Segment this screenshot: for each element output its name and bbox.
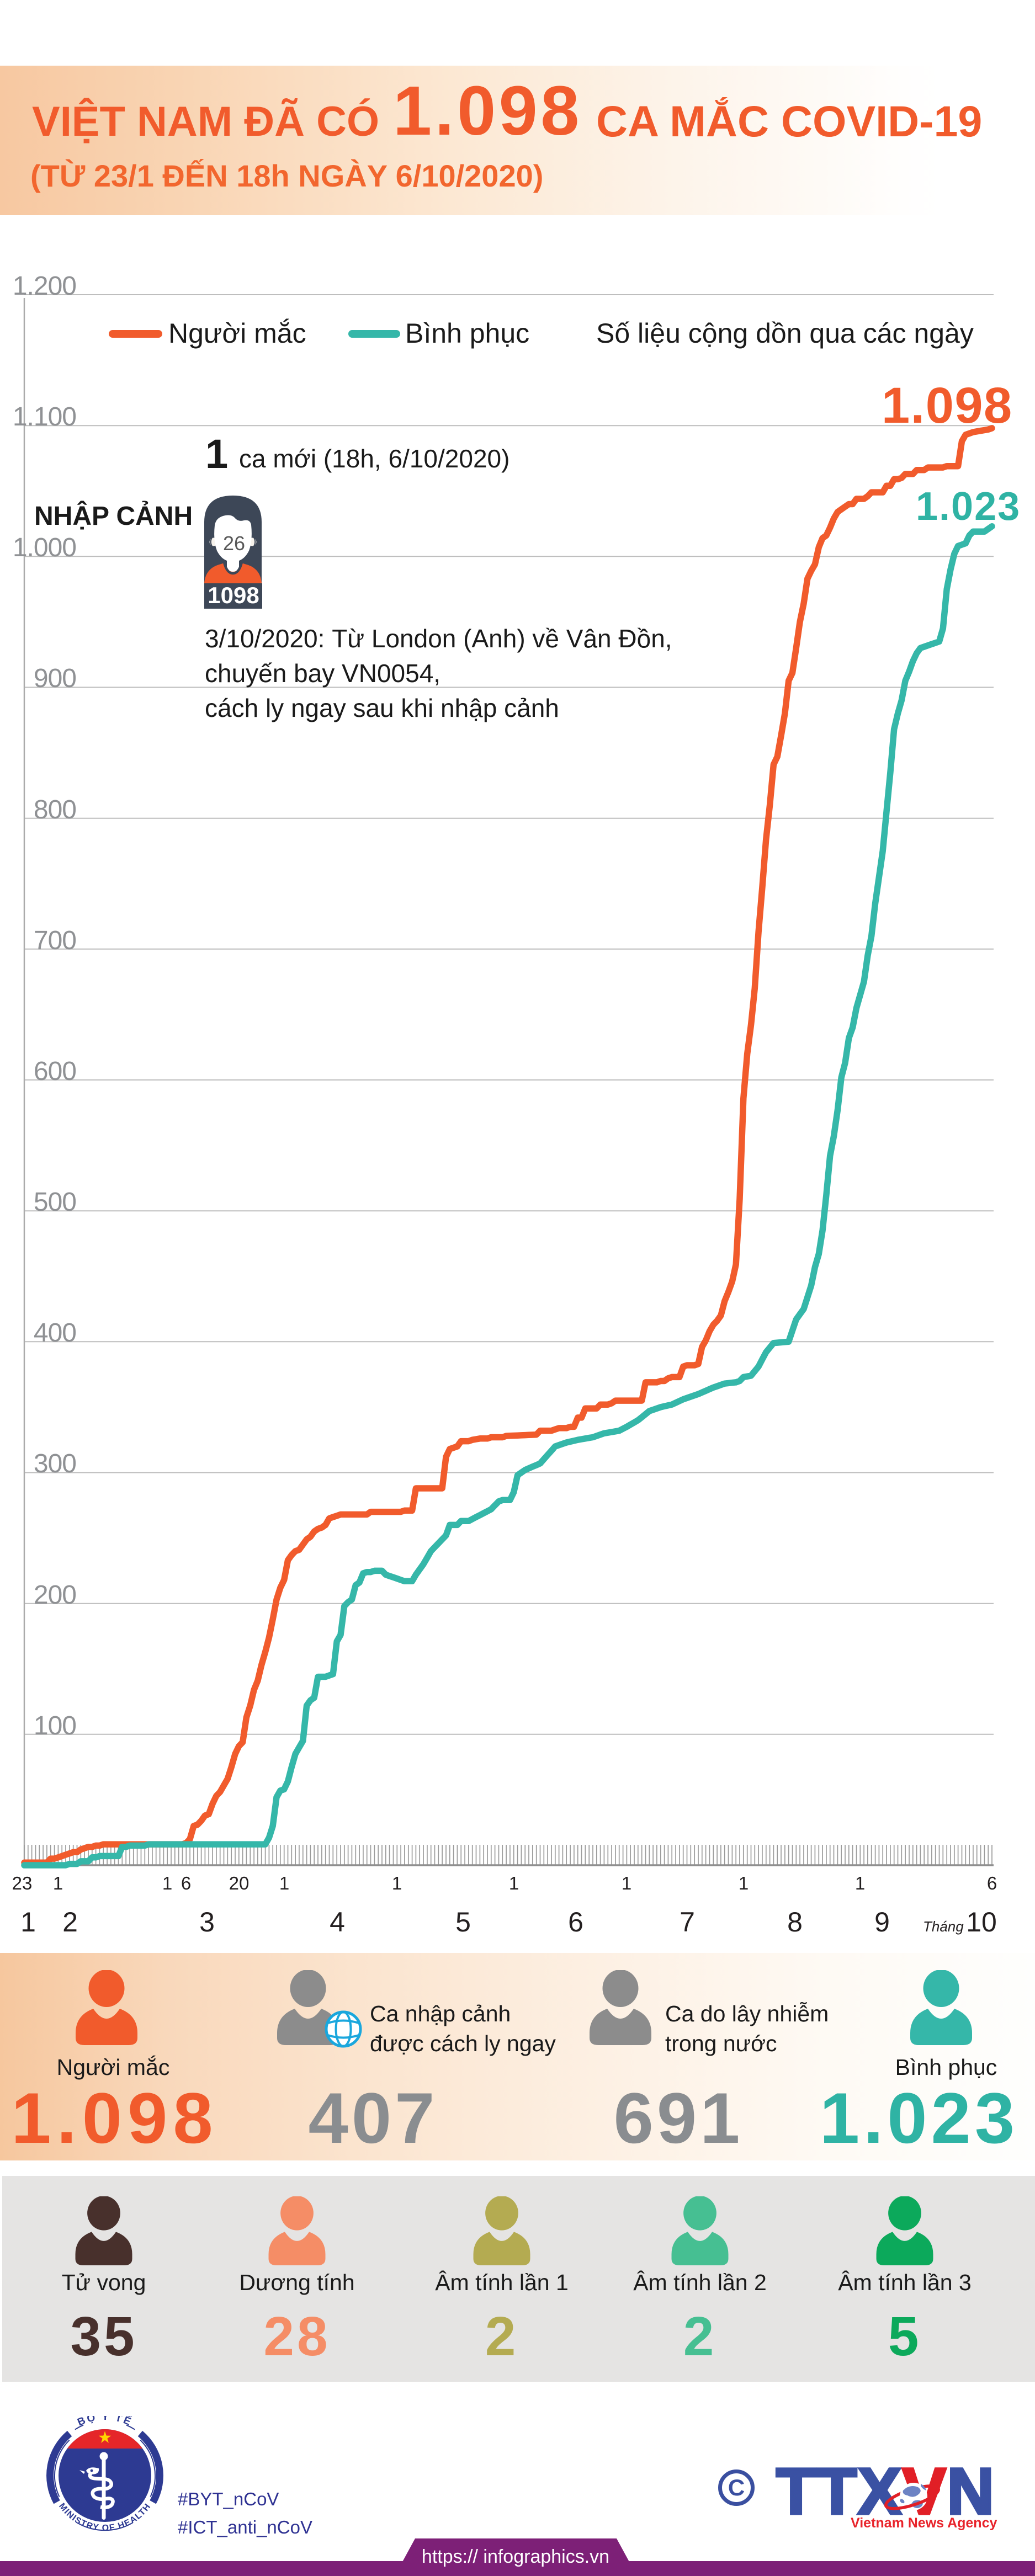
svg-text:BỘ Y TẾ: BỘ Y TẾ	[76, 2416, 134, 2429]
svg-text:26: 26	[223, 532, 245, 555]
svg-text:1098: 1098	[208, 582, 259, 608]
